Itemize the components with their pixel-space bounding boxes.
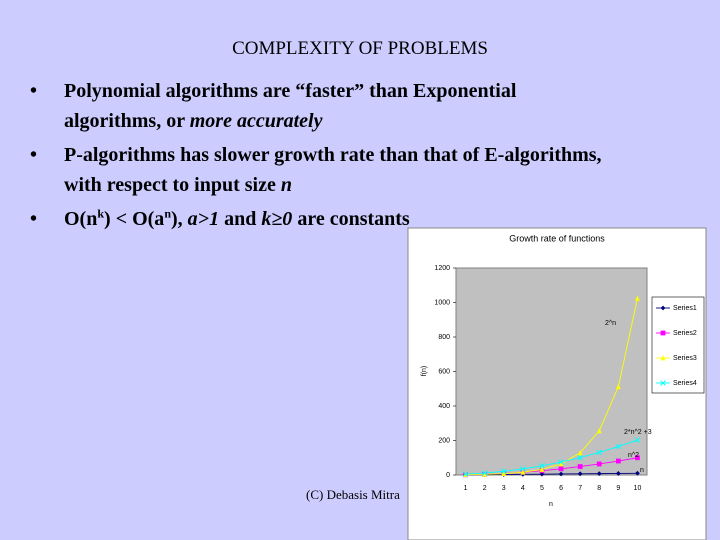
legend-label: Series2: [673, 330, 697, 337]
plot-area: [455, 267, 648, 476]
series-line: [465, 472, 638, 476]
text: n: [164, 206, 171, 221]
marker: [660, 305, 666, 311]
annotation: n: [640, 467, 644, 474]
marker: [635, 295, 640, 301]
marker: [462, 471, 469, 477]
marker: [577, 454, 583, 461]
text: ),: [171, 208, 188, 230]
marker: [500, 468, 507, 475]
marker: [520, 466, 526, 472]
y-tick-label: 1200: [434, 265, 450, 272]
text: and: [219, 208, 262, 230]
text: P-algorithms has slower growth rate than…: [64, 144, 602, 196]
marker: [539, 466, 545, 472]
x-tick-label: 10: [634, 485, 642, 492]
bullet-list: Polynomial algorithms are “faster” than …: [28, 76, 613, 238]
marker: [482, 471, 488, 477]
x-tick-label: 6: [559, 485, 563, 492]
text: n: [280, 174, 292, 196]
marker: [596, 427, 602, 434]
marker: [481, 470, 488, 476]
annotation: 2^n: [605, 320, 616, 327]
marker: [577, 450, 583, 456]
marker: [596, 449, 603, 456]
marker: [577, 464, 583, 469]
x-tick-label: 3: [502, 485, 506, 492]
marker: [635, 470, 640, 476]
marker: [635, 455, 640, 461]
text: k≥0: [261, 208, 293, 230]
marker: [501, 470, 507, 477]
x-tick-label: 4: [521, 485, 525, 492]
chart-title: Growth rate of functions: [509, 233, 605, 243]
x-tick-label: 7: [578, 485, 582, 492]
marker: [596, 461, 602, 467]
x-tick-label: 9: [616, 485, 620, 492]
legend-label: Series4: [673, 380, 697, 387]
x-tick-label: 2: [483, 485, 487, 492]
marker: [660, 355, 666, 361]
text: Polynomial algorithms are “faster” than …: [64, 80, 517, 132]
text: more accurately: [189, 110, 323, 132]
series-line: [465, 439, 638, 475]
slide-title: COMPLEXITY OF PROBLEMS: [232, 38, 488, 59]
marker: [577, 471, 583, 477]
marker: [596, 471, 602, 477]
marker: [615, 458, 621, 464]
marker: [558, 459, 564, 465]
series-line: [465, 298, 638, 476]
marker: [558, 471, 564, 477]
marker: [520, 469, 526, 475]
legend-label: Series3: [673, 355, 697, 362]
marker: [634, 437, 641, 443]
text: k: [97, 206, 105, 221]
y-axis-label: f(n): [421, 366, 428, 377]
legend: [651, 296, 705, 394]
x-tick-label: 5: [540, 485, 544, 492]
bullet: P-algorithms has slower growth rate than…: [28, 140, 613, 200]
annotation: 2*n^2 +3: [624, 429, 652, 436]
marker: [660, 330, 666, 336]
y-tick-label: 0: [446, 472, 450, 479]
y-tick-label: 200: [438, 437, 450, 444]
text: ) < O(a: [104, 208, 165, 230]
text: are constants: [292, 208, 410, 230]
text: O(n: [64, 208, 98, 230]
x-tick-label: 8: [597, 485, 601, 492]
bullet: Polynomial algorithms are “faster” than …: [28, 76, 613, 136]
marker: [615, 383, 621, 390]
y-tick-label: 800: [438, 334, 450, 341]
text: a>1: [187, 208, 220, 230]
marker: [558, 466, 564, 472]
y-tick-label: 600: [438, 368, 450, 375]
marker: [615, 471, 621, 476]
marker: [539, 463, 545, 469]
y-tick-label: 1000: [434, 299, 450, 306]
x-axis-label: n: [549, 501, 553, 508]
bullet: O(nk) < O(an), a>1 and k≥0 are constants: [28, 204, 613, 234]
marker: [660, 380, 666, 386]
footer: (C) Debasis Mitra: [306, 487, 400, 502]
marker: [558, 461, 564, 467]
annotation: n^2: [628, 452, 639, 459]
legend-label: Series1: [673, 305, 697, 312]
x-tick-label: 1: [464, 485, 468, 492]
marker: [615, 443, 622, 450]
y-tick-label: 400: [438, 403, 450, 410]
